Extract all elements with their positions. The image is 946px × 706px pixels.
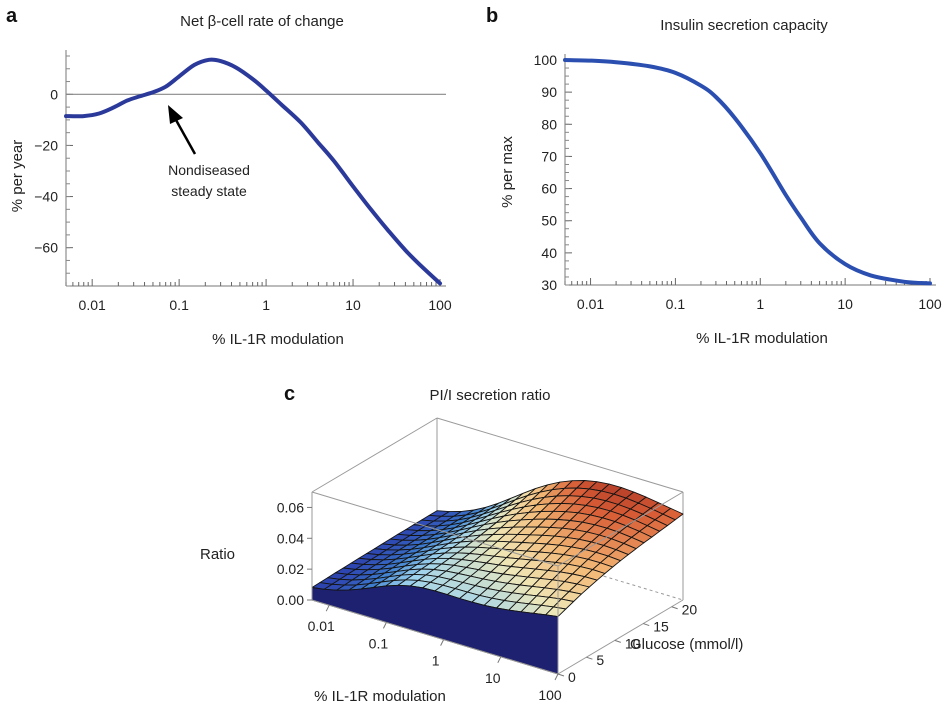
- panel-c-yaxis-label: Glucose (mmol/l): [630, 636, 743, 653]
- y-tick-label: 40: [541, 245, 557, 261]
- x-tick-label: 0.01: [79, 297, 106, 313]
- y-tick-label: 0: [568, 669, 576, 685]
- x-tick-label: 10: [837, 296, 853, 312]
- y-tick-label: −20: [34, 137, 58, 153]
- panel-a: a Net β-cell rate of change % per year %…: [6, 5, 452, 348]
- y-tick: [557, 673, 565, 677]
- y-tick-label: 100: [534, 52, 558, 68]
- z-tick-label: 0.00: [277, 592, 304, 608]
- panel-a-yaxis-label-wrap: % per year: [9, 140, 26, 213]
- x-tick: [440, 639, 445, 646]
- y-tick-label: 0: [50, 86, 58, 102]
- x-tick: [325, 604, 330, 612]
- y-tick: [614, 639, 621, 643]
- annotation-line-2: steady state: [171, 183, 247, 199]
- annotation-line-1: Nondiseased: [168, 162, 250, 178]
- x-tick-label: 0.1: [169, 297, 189, 313]
- x-tick-label: 100: [918, 296, 942, 312]
- x-tick-label: 0.1: [666, 296, 686, 312]
- panel-b-yaxis-label-wrap: % per max: [499, 136, 516, 208]
- box-edge: [311, 599, 559, 675]
- box-edge: [557, 599, 684, 675]
- x-tick-label: 100: [428, 297, 452, 313]
- y-tick-label: 15: [653, 619, 669, 635]
- panel-a-ticks: 0.01 0.1 1 10 100 0 −20 −40 −60: [34, 86, 452, 313]
- x-tick-label: 10: [485, 670, 501, 686]
- panel-c: c PI/I secretion ratio Ratio Glucose (mm…: [200, 383, 743, 705]
- y-tick-label: 80: [541, 116, 557, 132]
- panel-a-yaxis-label: % per year: [9, 140, 26, 213]
- x-tick-label: 100: [538, 687, 562, 703]
- panel-letter-a: a: [6, 5, 18, 27]
- panel-letter-c: c: [284, 383, 295, 405]
- x-tick: [554, 673, 559, 681]
- panel-b-title: Insulin secretion capacity: [660, 17, 828, 34]
- panel-c-title: PI/I secretion ratio: [430, 387, 551, 404]
- surface-front-face: [311, 584, 559, 675]
- panel-a-annotation: Nondiseased steady state: [168, 105, 250, 199]
- x-tick-label: 1: [432, 653, 440, 669]
- y-tick-label: 5: [596, 652, 604, 668]
- panel-b-ticks: 0.01 0.1 1 10 100 30 40 50 60 70 80 90 100: [534, 52, 942, 312]
- box-edge: [311, 417, 438, 493]
- panel-b-series-line: [563, 58, 932, 286]
- x-tick: [497, 656, 502, 664]
- x-tick-label: 1: [756, 296, 764, 312]
- panel-a-title: Net β-cell rate of change: [180, 13, 344, 30]
- y-tick-label: 90: [541, 84, 557, 100]
- y-tick-label: 10: [625, 635, 641, 651]
- box-edge: [311, 491, 559, 567]
- y-tick-label: 50: [541, 213, 557, 229]
- panel-a-xaxis-label: % IL-1R modulation: [212, 331, 344, 348]
- z-tick-label: 0.04: [277, 530, 304, 546]
- x-tick: [382, 622, 387, 629]
- panel-c-box-front: [311, 491, 684, 675]
- panel-b: b Insulin secretion capacity % per max %…: [486, 5, 942, 347]
- panel-c-xaxis-label: % IL-1R modulation: [314, 688, 446, 705]
- panel-c-surface: [311, 480, 684, 675]
- panel-b-xaxis-label: % IL-1R modulation: [696, 330, 828, 347]
- x-tick-label: 10: [345, 297, 361, 313]
- y-tick-label: 70: [541, 148, 557, 164]
- panel-a-series-line: [64, 57, 442, 286]
- x-tick-label: 1: [262, 297, 270, 313]
- arrow-head-icon: [168, 105, 183, 124]
- panel-b-axes: [564, 54, 936, 286]
- y-tick: [671, 606, 678, 610]
- y-tick: [643, 623, 650, 627]
- panel-letter-b: b: [486, 5, 498, 27]
- panel-c-ticks: 0.00 0.02 0.04 0.06 0.01 0.1 1 10 100 0 5 10 15 20: [277, 499, 698, 703]
- panel-a-axes: [65, 50, 446, 287]
- z-tick-label: 0.02: [277, 561, 304, 577]
- y-tick-label: −40: [34, 189, 58, 205]
- x-tick-label: 0.01: [577, 296, 604, 312]
- box-edge: [436, 417, 684, 493]
- y-tick: [586, 656, 593, 660]
- panel-b-yaxis-label: % per max: [499, 136, 516, 208]
- annotation-arrow: [174, 119, 197, 155]
- y-tick-label: 60: [541, 181, 557, 197]
- x-tick-label: 0.1: [369, 635, 389, 651]
- y-tick-label: 30: [541, 277, 557, 293]
- y-tick-label: −60: [34, 240, 58, 256]
- z-tick-label: 0.06: [277, 499, 304, 515]
- panel-c-zaxis-label: Ratio: [200, 546, 235, 563]
- y-tick-label: 20: [682, 602, 698, 618]
- box-edge: [557, 491, 684, 567]
- x-tick-label: 0.01: [308, 618, 335, 634]
